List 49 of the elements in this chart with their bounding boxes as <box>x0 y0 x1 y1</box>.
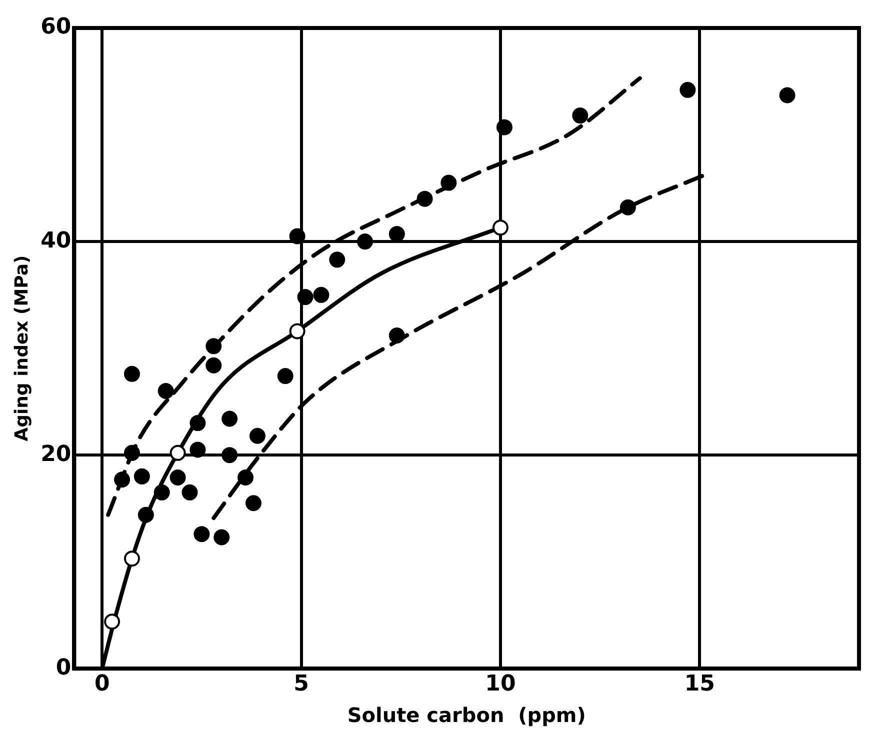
point <box>277 368 294 384</box>
point <box>245 495 262 512</box>
y-axis-title: Aging index (MPa) <box>11 255 32 442</box>
point <box>289 323 306 340</box>
point <box>170 444 186 461</box>
point <box>124 366 140 382</box>
y-tick-label: 0 <box>56 655 72 680</box>
point <box>194 526 210 542</box>
y-tick-label: 60 <box>40 14 72 40</box>
point <box>222 410 238 427</box>
point <box>114 472 130 488</box>
point <box>416 190 433 207</box>
x-tick-label: 15 <box>684 672 715 697</box>
y-tick-label: 40 <box>40 228 72 254</box>
point <box>206 357 222 374</box>
x-axis-title: Solute carbon (ppm) <box>347 703 586 728</box>
point <box>357 234 374 250</box>
point <box>190 442 206 458</box>
point <box>297 289 314 306</box>
point <box>779 87 796 104</box>
point <box>329 252 346 268</box>
point <box>238 469 254 486</box>
point <box>158 383 174 400</box>
point <box>289 228 306 244</box>
point <box>182 484 198 500</box>
point <box>620 199 636 216</box>
point <box>572 108 588 124</box>
point <box>124 550 140 567</box>
point <box>190 415 206 432</box>
point <box>134 468 150 484</box>
x-tick-label: 10 <box>485 672 516 697</box>
point <box>492 220 508 236</box>
point <box>249 428 266 444</box>
x-tick-label: 5 <box>294 672 309 697</box>
point <box>170 469 186 486</box>
point <box>104 614 120 630</box>
point <box>206 338 222 354</box>
point <box>496 119 512 136</box>
point <box>124 444 140 461</box>
point <box>440 174 457 191</box>
point <box>154 484 170 500</box>
point <box>222 447 238 464</box>
x-tick-label: 0 <box>94 672 110 697</box>
y-tick-label: 20 <box>40 442 72 467</box>
point <box>138 506 154 523</box>
point <box>313 286 330 303</box>
point <box>680 82 696 98</box>
point <box>214 529 230 546</box>
point <box>388 327 405 344</box>
